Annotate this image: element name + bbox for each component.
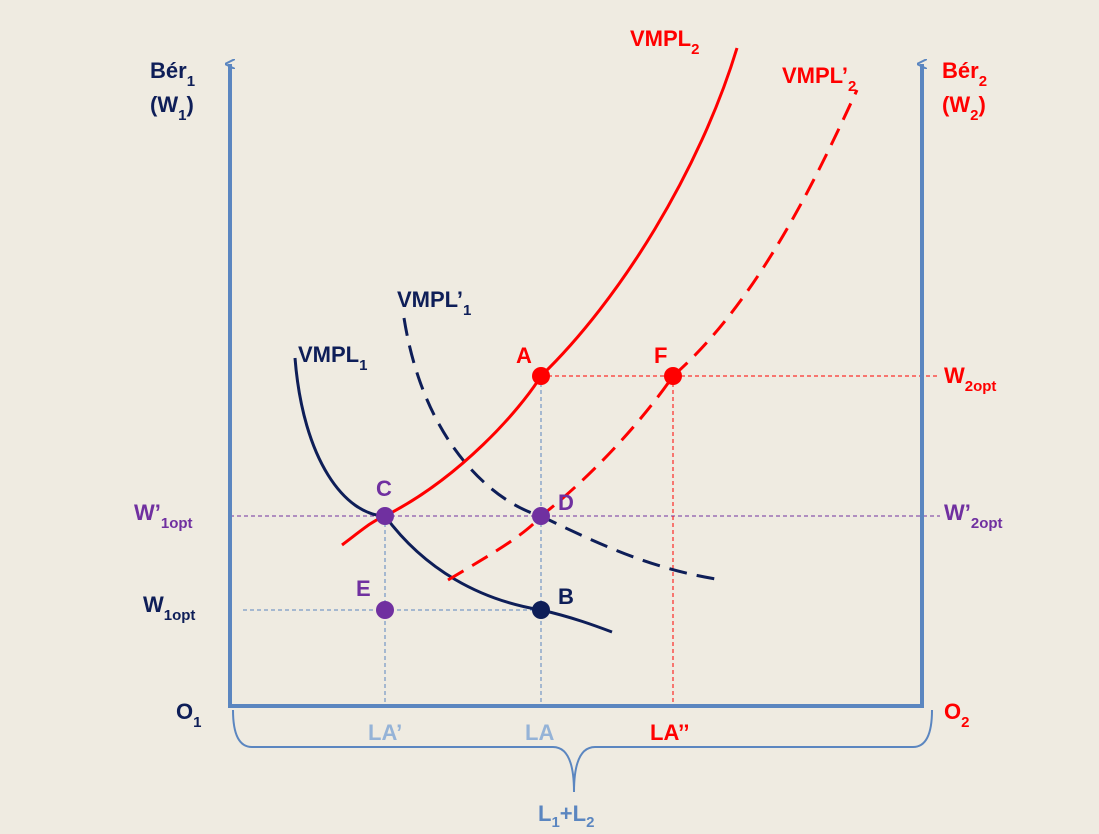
origin-labels: O1 O2 xyxy=(176,699,969,731)
point-e-label: E xyxy=(356,576,371,601)
point-d-marker xyxy=(532,507,550,525)
la-label: LA xyxy=(525,720,554,745)
point-d-label: D xyxy=(558,490,574,515)
right-axis-title-line2: (W2) xyxy=(942,92,986,124)
vmpl1-prime-label: VMPL’1 xyxy=(397,287,471,319)
vmpl2-prime-label: VMPL’2 xyxy=(782,63,856,95)
w2opt-prime-label: W’2opt xyxy=(944,500,1003,532)
total-labor-brace xyxy=(232,709,933,793)
point-a-label: A xyxy=(516,343,532,368)
point-c-label: C xyxy=(376,476,392,501)
vmpl1-label: VMPL1 xyxy=(298,342,367,374)
points xyxy=(376,367,682,619)
vmpl2-prime-curve xyxy=(447,89,859,582)
labor-labels: LA’ LA LA’’ xyxy=(368,720,690,745)
curve-labels: VMPL1 VMPL’1 VMPL2 VMPL’2 xyxy=(298,26,856,374)
curves xyxy=(293,47,859,634)
axis-titles: Bér1 (W1) Bér2 (W2) xyxy=(150,58,987,124)
point-c-marker xyxy=(376,507,394,525)
w2opt-label: W2opt xyxy=(944,363,996,395)
left-axis-title-line1: Bér1 xyxy=(150,58,195,90)
point-f-marker xyxy=(664,367,682,385)
vmpl1-curve xyxy=(293,357,613,634)
origin-o1-label: O1 xyxy=(176,699,201,731)
la-double-prime-label: LA’’ xyxy=(650,720,690,745)
w1opt-prime-label: W’1opt xyxy=(134,500,193,532)
vmpl1-prime-curve xyxy=(402,317,723,582)
w1opt-label: W1opt xyxy=(143,592,195,624)
point-e-marker xyxy=(376,601,394,619)
la-prime-label: LA’ xyxy=(368,720,402,745)
point-a-marker xyxy=(532,367,550,385)
origin-o2-label: O2 xyxy=(944,699,969,731)
axes xyxy=(228,64,924,708)
vmpl2-label: VMPL2 xyxy=(630,26,699,58)
point-f-label: F xyxy=(654,343,667,368)
wage-labels: W2opt W’1opt W’2opt W1opt xyxy=(134,363,1003,624)
total-labor-label: L1+L2 xyxy=(538,801,594,829)
right-axis-title-line1: Bér2 xyxy=(942,58,987,90)
point-b-marker xyxy=(532,601,550,619)
point-labels: A F C D E B xyxy=(356,343,667,609)
left-axis-title-line2: (W1) xyxy=(150,92,194,124)
guide-lines xyxy=(230,375,940,705)
point-b-label: B xyxy=(558,584,574,609)
